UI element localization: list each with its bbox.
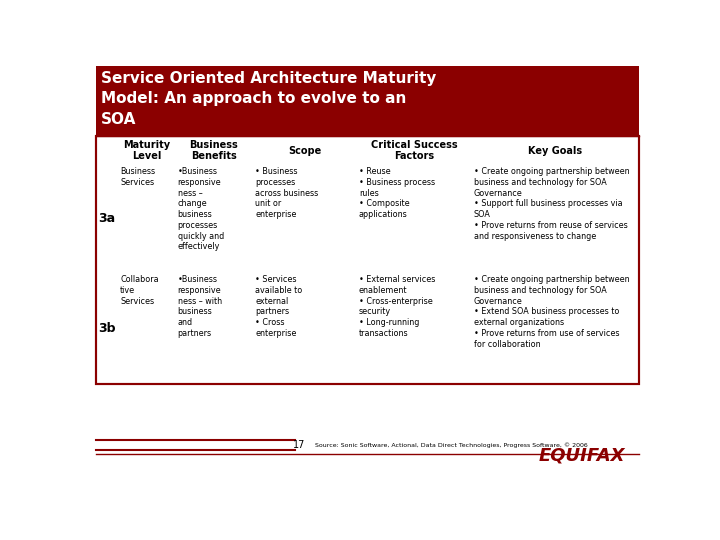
Bar: [96, 273, 118, 384]
Text: •Business
responsive
ness –
change
business
processes
quickly and
effectively: •Business responsive ness – change busin…: [178, 167, 224, 252]
Text: 17: 17: [293, 440, 305, 450]
Bar: [118, 165, 175, 273]
Text: Key Goals: Key Goals: [528, 146, 582, 156]
Text: • Create ongoing partnership between
business and technology for SOA
Governance
: • Create ongoing partnership between bus…: [474, 275, 629, 348]
Bar: [96, 165, 639, 273]
Text: Service Oriented Architecture Maturity
Model: An approach to evolve to an
SOA: Service Oriented Architecture Maturity M…: [101, 71, 436, 127]
Bar: [96, 66, 639, 137]
Text: EQUIFAX: EQUIFAX: [539, 446, 625, 464]
Text: Collabora
tive
Services: Collabora tive Services: [120, 275, 159, 306]
Text: Source: Sonic Software, Actional, Data Direct Technologies, Progress Software, ©: Source: Sonic Software, Actional, Data D…: [315, 442, 588, 448]
Text: • Business
processes
across business
unit or
enterprise: • Business processes across business uni…: [255, 167, 318, 219]
Bar: [118, 273, 175, 384]
Text: • External services
enablement
• Cross-enterprise
security
• Long-running
transa: • External services enablement • Cross-e…: [359, 275, 436, 338]
Bar: [96, 137, 639, 384]
Text: • Create ongoing partnership between
business and technology for SOA
Governance
: • Create ongoing partnership between bus…: [474, 167, 629, 241]
Text: Business
Services: Business Services: [120, 167, 156, 187]
Text: Business
Benefits: Business Benefits: [189, 140, 238, 161]
Text: 3a: 3a: [99, 212, 116, 225]
Text: Critical Success
Factors: Critical Success Factors: [371, 140, 457, 161]
Text: •Business
responsive
ness – with
business
and
partners: •Business responsive ness – with busines…: [178, 275, 222, 338]
Text: 3b: 3b: [99, 322, 116, 335]
Text: • Services
available to
external
partners
• Cross
enterprise: • Services available to external partner…: [255, 275, 302, 338]
Bar: [96, 137, 639, 384]
Text: • Reuse
• Business process
rules
• Composite
applications: • Reuse • Business process rules • Compo…: [359, 167, 435, 219]
Bar: [96, 165, 118, 273]
Bar: [96, 137, 639, 165]
Text: Scope: Scope: [288, 146, 321, 156]
Text: Maturity
Level: Maturity Level: [123, 140, 170, 161]
Bar: [96, 273, 639, 384]
